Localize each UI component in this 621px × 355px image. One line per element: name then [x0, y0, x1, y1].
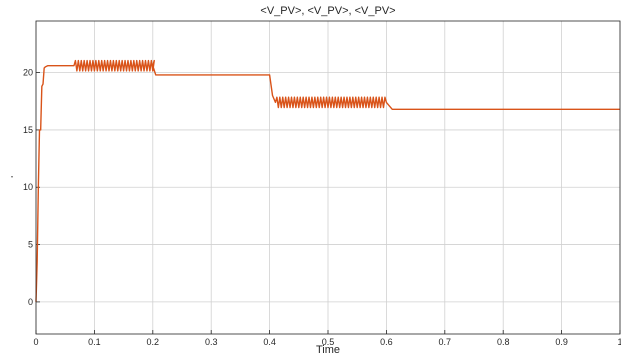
y-tick-label: 20	[23, 68, 33, 78]
x-tick-label: 0.2	[147, 337, 160, 347]
x-tick-label: 0.6	[380, 337, 393, 347]
x-tick-label: 0.9	[555, 337, 568, 347]
y-tick-label: 0	[28, 297, 33, 307]
x-tick-label: 0.1	[88, 337, 101, 347]
y-tick-labels: 0 5 10 15 20	[23, 68, 33, 307]
y-tick-label: 10	[23, 182, 33, 192]
x-tick-label: 1	[617, 337, 621, 347]
chart-title: <V_PV>, <V_PV>, <V_PV>	[260, 5, 395, 17]
x-tick-label: 0.3	[205, 337, 218, 347]
x-tick-label: 0.8	[497, 337, 510, 347]
x-tick-label: 0	[33, 337, 38, 347]
x-tick-label: 0.7	[439, 337, 452, 347]
y-axis-label: ꟨⊔ ̧	[3, 176, 13, 180]
x-axis-label: Time	[316, 344, 340, 355]
x-tick-label: 0.4	[263, 337, 276, 347]
y-tick-label: 5	[28, 240, 33, 250]
y-tick-label: 15	[23, 125, 33, 135]
